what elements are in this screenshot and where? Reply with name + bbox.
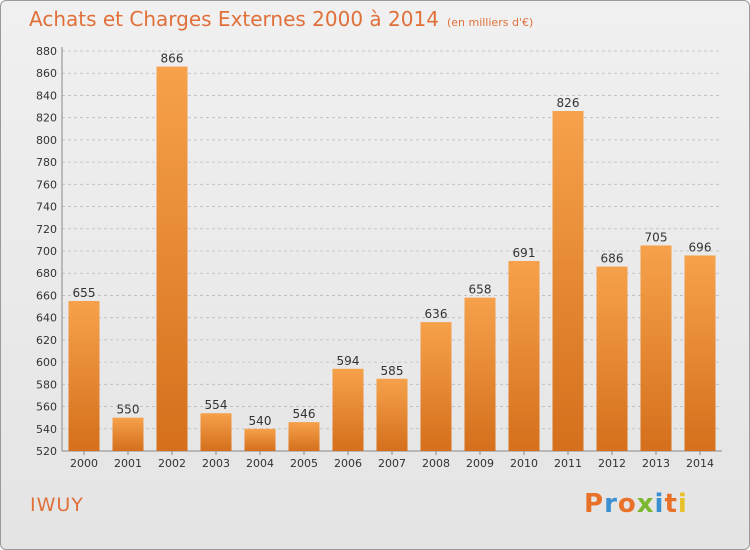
data-label-2000: 655: [73, 286, 96, 300]
y-tick-label: 580: [36, 378, 57, 391]
y-tick-label: 660: [36, 289, 57, 302]
x-tick-label: 2012: [598, 457, 626, 470]
y-tick-label: 880: [36, 45, 57, 58]
x-tick-label: 2010: [510, 457, 538, 470]
data-label-2004: 540: [249, 414, 272, 428]
bar-2011: [552, 111, 584, 451]
data-label-2013: 705: [645, 230, 668, 244]
x-tick-label: 2008: [422, 457, 450, 470]
x-tick-label: 2009: [466, 457, 494, 470]
y-tick-label: 840: [36, 89, 57, 102]
chart-title-text: Achats et Charges Externes 2000 à 2014: [29, 7, 439, 31]
bar-2007: [376, 378, 408, 451]
bar-2009: [464, 297, 496, 451]
bars: [68, 66, 716, 452]
commune-name: IWUY: [30, 494, 84, 516]
data-label-2006: 594: [337, 354, 360, 368]
y-tick-label: 600: [36, 356, 57, 369]
logo-letter: o: [617, 489, 637, 519]
logo-letter: r: [604, 489, 618, 519]
y-tick-labels: 520 540 560 580 600 620 640 660 680 700 720 740 760 7…: [36, 45, 57, 458]
bar-2000: [68, 301, 100, 451]
data-label-2011: 826: [557, 96, 580, 110]
data-label-2003: 554: [205, 398, 228, 412]
x-tick-label: 2014: [686, 457, 714, 470]
y-tick-label: 560: [36, 401, 57, 414]
bar-2004: [244, 428, 276, 451]
bar-2014: [684, 255, 716, 451]
y-tick-label: 860: [36, 67, 57, 80]
data-label-2007: 585: [381, 364, 404, 378]
x-tick-label: 2000: [70, 457, 98, 470]
y-tick-label: 740: [36, 201, 57, 214]
y-tick-label: 680: [36, 267, 57, 280]
data-label-2010: 691: [513, 246, 536, 260]
y-tick-label: 720: [36, 223, 57, 236]
x-tick-label: 2003: [202, 457, 230, 470]
bar-2006: [332, 368, 364, 451]
y-tick-label: 540: [36, 423, 57, 436]
x-tick-label: 2013: [642, 457, 670, 470]
data-label-2005: 546: [293, 407, 316, 421]
y-tick-label: 780: [36, 156, 57, 169]
y-tick-label: 700: [36, 245, 57, 258]
logo-letter: P: [584, 489, 605, 519]
x-tick-label: 2005: [290, 457, 318, 470]
y-tick-label: 800: [36, 134, 57, 147]
x-tick-label: 2004: [246, 457, 274, 470]
y-tick-label: 520: [36, 445, 57, 458]
data-label-2002: 866: [161, 52, 184, 66]
proxiti-logo: Proxiti: [584, 489, 688, 519]
x-tick-label: 2006: [334, 457, 362, 470]
bar-2005: [288, 422, 320, 451]
logo-letter: i: [654, 489, 665, 519]
data-labels: 655 550 866 554 540 546 594 585 636 658 691 826 686 7…: [73, 52, 712, 428]
bar-2008: [420, 322, 452, 451]
x-tick-label: 2011: [554, 457, 582, 470]
x-tick-labels: 2000 2001 2002 2003 2004 2005 2006 2007 2008 2009…: [70, 457, 714, 470]
bar-2003: [200, 413, 232, 451]
bar-2012: [596, 266, 628, 451]
chart-title: Achats et Charges Externes 2000 à 2014 (e…: [29, 7, 533, 31]
data-label-2012: 686: [601, 252, 624, 266]
logo-letter: x: [636, 489, 655, 519]
bar-2010: [508, 261, 540, 451]
logo-letter: i: [677, 489, 688, 519]
bar-2001: [112, 417, 144, 451]
x-tick-label: 2007: [378, 457, 406, 470]
logo-letter: t: [664, 489, 678, 519]
y-tick-label: 760: [36, 178, 57, 191]
chart-unit: (en milliers d'€): [446, 16, 534, 29]
y-tick-label: 640: [36, 312, 57, 325]
data-label-2008: 636: [425, 307, 448, 321]
data-label-2009: 658: [469, 283, 492, 297]
y-tick-label: 820: [36, 112, 57, 125]
x-tick-label: 2001: [114, 457, 142, 470]
x-tick-label: 2002: [158, 457, 186, 470]
bar-2002: [156, 66, 188, 452]
y-tick-label: 620: [36, 334, 57, 347]
data-label-2014: 696: [689, 240, 712, 254]
data-label-2001: 550: [117, 403, 140, 417]
bar-2013: [640, 245, 672, 451]
